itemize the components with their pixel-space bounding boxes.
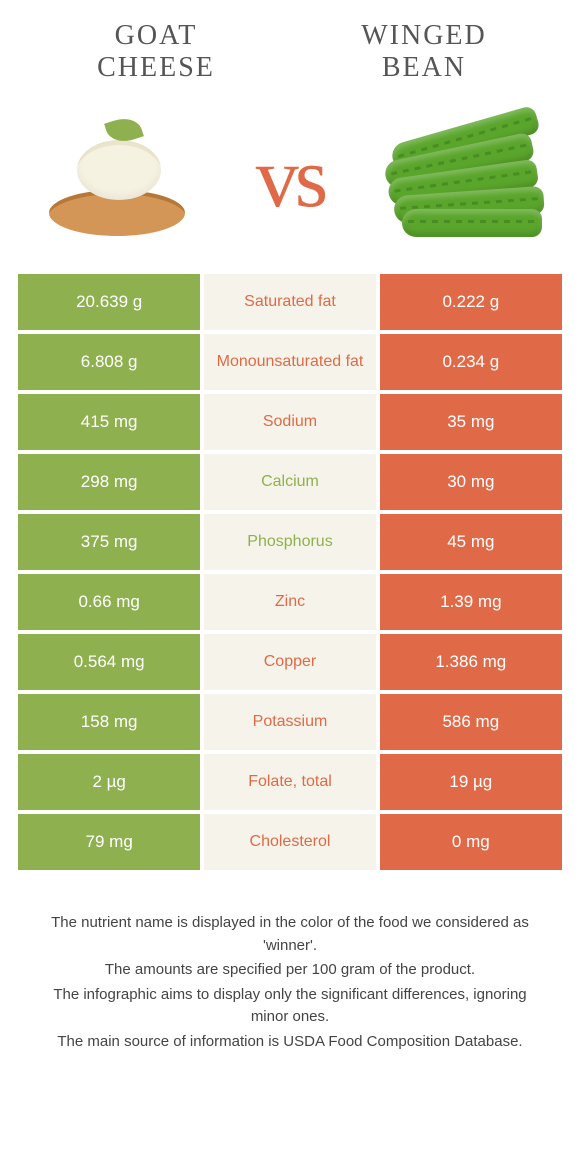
- left-food-title: Goat cheese: [56, 20, 256, 84]
- left-value: 20.639 g: [16, 272, 202, 332]
- nutrient-label: Calcium: [202, 452, 377, 512]
- right-value: 0.222 g: [378, 272, 564, 332]
- nutrient-row: 2 µgFolate, total19 µg: [16, 752, 564, 812]
- footer-line: The amounts are specified per 100 gram o…: [34, 959, 546, 982]
- left-food-image: [26, 102, 206, 252]
- nutrient-row: 20.639 gSaturated fat0.222 g: [16, 272, 564, 332]
- nutrient-label: Folate, total: [202, 752, 377, 812]
- nutrient-label: Monounsaturated fat: [202, 332, 377, 392]
- right-value: 0.234 g: [378, 332, 564, 392]
- nutrient-label: Copper: [202, 632, 377, 692]
- left-value: 375 mg: [16, 512, 202, 572]
- left-value: 0.66 mg: [16, 572, 202, 632]
- footer-line: The nutrient name is displayed in the co…: [34, 912, 546, 957]
- nutrient-row: 0.66 mgZinc1.39 mg: [16, 572, 564, 632]
- right-value: 1.39 mg: [378, 572, 564, 632]
- nutrient-row: 0.564 mgCopper1.386 mg: [16, 632, 564, 692]
- right-value: 0 mg: [378, 812, 564, 872]
- nutrient-row: 6.808 gMonounsaturated fat0.234 g: [16, 332, 564, 392]
- nutrient-row: 298 mgCalcium30 mg: [16, 452, 564, 512]
- nutrient-row: 158 mgPotassium586 mg: [16, 692, 564, 752]
- left-value: 415 mg: [16, 392, 202, 452]
- right-value: 1.386 mg: [378, 632, 564, 692]
- cheese-icon: [41, 112, 191, 242]
- vs-label: vs: [256, 134, 324, 220]
- left-value: 6.808 g: [16, 332, 202, 392]
- right-value: 19 µg: [378, 752, 564, 812]
- right-value: 45 mg: [378, 512, 564, 572]
- nutrient-row: 415 mgSodium35 mg: [16, 392, 564, 452]
- nutrient-row: 79 mgCholesterol0 mg: [16, 812, 564, 872]
- left-value: 2 µg: [16, 752, 202, 812]
- right-food-image: [374, 102, 554, 252]
- nutrient-label: Cholesterol: [202, 812, 377, 872]
- footer-line: The infographic aims to display only the…: [34, 984, 546, 1029]
- nutrient-label: Potassium: [202, 692, 377, 752]
- right-food-title: Winged bean: [324, 20, 524, 84]
- left-value: 158 mg: [16, 692, 202, 752]
- nutrient-label: Saturated fat: [202, 272, 377, 332]
- left-value: 298 mg: [16, 452, 202, 512]
- nutrient-label: Phosphorus: [202, 512, 377, 572]
- nutrient-label: Sodium: [202, 392, 377, 452]
- winged-bean-icon: [384, 117, 544, 237]
- nutrient-label: Zinc: [202, 572, 377, 632]
- right-value: 586 mg: [378, 692, 564, 752]
- left-value: 79 mg: [16, 812, 202, 872]
- footer-notes: The nutrient name is displayed in the co…: [16, 872, 564, 1065]
- right-value: 30 mg: [378, 452, 564, 512]
- left-value: 0.564 mg: [16, 632, 202, 692]
- vs-row: vs: [16, 92, 564, 272]
- footer-line: The main source of information is USDA F…: [34, 1031, 546, 1054]
- right-value: 35 mg: [378, 392, 564, 452]
- nutrient-row: 375 mgPhosphorus45 mg: [16, 512, 564, 572]
- header: Goat cheese Winged bean: [16, 20, 564, 92]
- infographic: Goat cheese Winged bean vs 20.639 gSatur…: [0, 0, 580, 1075]
- nutrient-table: 20.639 gSaturated fat0.222 g6.808 gMonou…: [16, 272, 564, 872]
